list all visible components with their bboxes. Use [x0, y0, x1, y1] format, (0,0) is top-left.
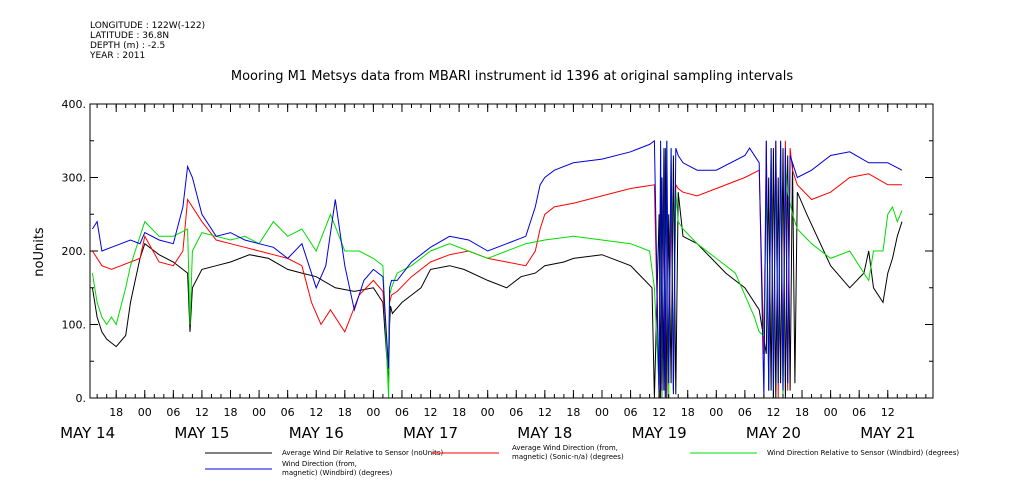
series-line-3 — [91, 139, 903, 399]
x-tick-label: 06 — [624, 406, 638, 419]
x-tick-label: 00 — [595, 406, 609, 419]
x-tick-label: 00 — [252, 406, 266, 419]
y-tick-label: 300. — [62, 172, 87, 185]
y-tick-label: 400. — [62, 98, 87, 111]
plot-area — [91, 139, 903, 399]
axes: 18 00 06 12 18 00 06 12 18 00 06 12 18 00 06 12 18 00 06 12… — [60, 98, 934, 442]
x-date-label: MAY 20 — [746, 424, 801, 442]
longitude-text: LONGITUDE : 122W(-122) — [90, 21, 206, 31]
latitude-text: LATITUDE : 36.8N — [90, 31, 170, 41]
x-date-label: MAY 18 — [517, 424, 572, 442]
x-date-label: MAY 16 — [289, 424, 344, 442]
legend-label-0: Average Wind Dir Relative to Sensor (noU… — [282, 449, 443, 457]
x-tick-label: 12 — [766, 406, 780, 419]
x-date-label: MAY 21 — [860, 424, 915, 442]
x-tick-label: 00 — [709, 406, 723, 419]
x-tick-label: 00 — [138, 406, 152, 419]
x-tick-label: 06 — [738, 406, 752, 419]
legend-label-2: Wind Direction Relative to Sensor (Windb… — [767, 449, 959, 457]
x-tick-label: 18 — [109, 406, 123, 419]
y-axis-label: noUnits — [32, 227, 47, 277]
legend-label-1: Average Wind Direction (from, magnetic) (… — [512, 444, 624, 461]
x-tick-label: 18 — [452, 406, 466, 419]
x-date-label: MAY 15 — [174, 424, 229, 442]
x-tick-label: 12 — [424, 406, 438, 419]
x-tick-label: 12 — [309, 406, 323, 419]
x-tick-label: 18 — [338, 406, 352, 419]
x-tick-label: 00 — [366, 406, 380, 419]
y-tick-label: 100. — [62, 319, 87, 332]
x-tick-label: 06 — [166, 406, 180, 419]
plot-frame — [89, 103, 934, 399]
depth-text: DEPTH (m) : -2.5 — [90, 41, 166, 51]
x-tick-label: 12 — [195, 406, 209, 419]
x-tick-label: 06 — [281, 406, 295, 419]
x-tick-label: 18 — [566, 406, 580, 419]
x-date-label: MAY 14 — [60, 424, 115, 442]
y-tick-label: 0. — [76, 392, 87, 405]
x-date-label: MAY 19 — [632, 424, 687, 442]
year-text: YEAR : 2011 — [90, 51, 146, 61]
x-tick-label: 18 — [224, 406, 238, 419]
x-tick-label: 12 — [881, 406, 895, 419]
x-tick-label: 06 — [852, 406, 866, 419]
chart-title: Mooring M1 Metsys data from MBARI instru… — [231, 69, 793, 84]
legend: Average Wind Dir Relative to Sensor (noU… — [205, 444, 959, 477]
legend-label-3: Wind Direction (from, magnetic) (Windbird… — [282, 460, 393, 477]
x-tick-label: 00 — [824, 406, 838, 419]
x-tick-label: 12 — [538, 406, 552, 419]
x-tick-label: 18 — [681, 406, 695, 419]
x-tick-label: 06 — [395, 406, 409, 419]
x-tick-label: 00 — [481, 406, 495, 419]
x-tick-label: 18 — [795, 406, 809, 419]
metadata-block: LONGITUDE : 122W(-122) LATITUDE : 36.8N … — [90, 21, 205, 61]
x-date-label: MAY 17 — [403, 424, 458, 442]
x-tick-label: 12 — [652, 406, 666, 419]
y-tick-label: 200. — [62, 245, 87, 258]
x-tick-label: 06 — [509, 406, 523, 419]
